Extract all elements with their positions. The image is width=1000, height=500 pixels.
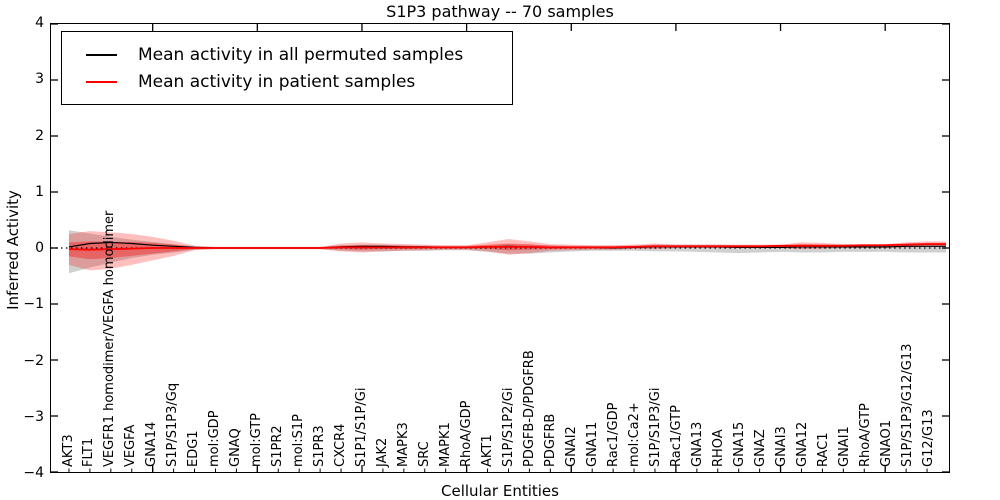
x-tick-label: S1P/S1P3/Gi: [647, 387, 663, 467]
legend-label-permuted: Mean activity in all permuted samples: [138, 44, 464, 65]
y-tick-label: −3: [23, 408, 44, 425]
x-tick-label: S1P/S1P2/Gi: [500, 387, 516, 467]
legend-label-patient: Mean activity in patient samples: [138, 71, 416, 92]
x-tick-label: mol:GDP: [207, 410, 223, 467]
x-tick-label: RhoA/GDP: [459, 400, 475, 467]
patient-std-band-outer: [68, 231, 947, 271]
x-tick-label: FLT1: [81, 437, 97, 467]
x-tick-label: GNAO1: [878, 420, 894, 467]
legend-entry-patient: Mean activity in patient samples: [86, 68, 512, 95]
chart-title: S1P3 pathway -- 70 samples: [386, 2, 614, 21]
y-tick-label: 0: [35, 240, 44, 256]
x-tick-label: Rac1/GDP: [605, 402, 621, 467]
x-tick-label: S1PR2: [270, 425, 286, 467]
y-tick-label: −4: [23, 465, 44, 481]
x-tick-label: JAK2: [375, 437, 391, 467]
x-tick-label: Rac1/GTP: [668, 405, 684, 467]
y-tick-label: −2: [23, 352, 44, 369]
legend: Mean activity in all permuted samples Me…: [61, 31, 513, 105]
x-tick-label: S1P/S1P3/G12/G13: [899, 343, 915, 467]
x-tick-label: mol:S1P: [291, 414, 307, 467]
legend-line-permuted-icon: [86, 53, 117, 56]
x-tick-label: AKT1: [480, 434, 495, 467]
x-tick-label: SRC: [417, 441, 433, 467]
x-tick-label: S1P/S1P3/Gq: [165, 382, 181, 467]
legend-entry-permuted: Mean activity in all permuted samples: [86, 41, 512, 68]
plot-canvas: [51, 24, 949, 472]
x-tick-label: mol:GTP: [249, 413, 265, 467]
y-tick-label: 2: [35, 127, 44, 144]
x-tick-label: G12/G13: [920, 409, 936, 467]
x-tick-label: RHOA: [710, 429, 726, 467]
y-tick-label: 4: [35, 15, 44, 31]
x-tick-label: GNAQ: [228, 428, 244, 467]
x-tick-label: GNA11: [584, 421, 600, 467]
x-axis-label: Cellular Entities: [441, 482, 559, 500]
x-tick-label: GNA14: [144, 421, 160, 467]
x-tick-label: S1P1/S1P/Gi: [354, 387, 370, 467]
x-tick-label: VEGFA: [123, 424, 139, 467]
patient-mean-line: [68, 243, 947, 251]
x-tick-label: S1PR3: [312, 425, 328, 467]
y-tick-label: −1: [23, 296, 44, 313]
x-tick-label: GNAI1: [836, 426, 852, 467]
permuted-std-band: [68, 230, 947, 274]
x-tick-label: EDG1: [186, 430, 202, 467]
x-tick-label: MAPK1: [438, 422, 454, 467]
x-tick-label: GNAZ: [752, 429, 768, 467]
x-tick-label: VEGFR1 homodimer/VEGFA homodimer: [102, 210, 118, 467]
x-tick-label: GNA13: [689, 421, 705, 467]
x-tick-label: MAPK3: [396, 422, 412, 467]
x-tick-label: CXCR4: [333, 423, 349, 467]
x-tick-label: RhoA/GTP: [857, 403, 873, 467]
plot-area: Mean activity in all permuted samples Me…: [50, 23, 950, 473]
y-tick-label: 1: [35, 183, 44, 200]
x-tick-label: GNAI2: [563, 426, 579, 467]
x-tick-label: PDGFRB: [542, 413, 558, 467]
x-tick-label: AKT3: [60, 434, 76, 467]
x-tick-label: GNA12: [794, 421, 810, 467]
x-tick-label: PDGFB-D/PDGFRB: [521, 350, 537, 467]
x-tick-label: GNA15: [731, 421, 747, 467]
legend-line-patient-icon: [86, 80, 117, 83]
x-tick-label: RAC1: [815, 432, 831, 467]
y-tick-label: 3: [35, 71, 44, 88]
x-tick-label: mol:Ca2+: [626, 402, 642, 467]
x-tick-label: GNAI3: [773, 426, 789, 467]
